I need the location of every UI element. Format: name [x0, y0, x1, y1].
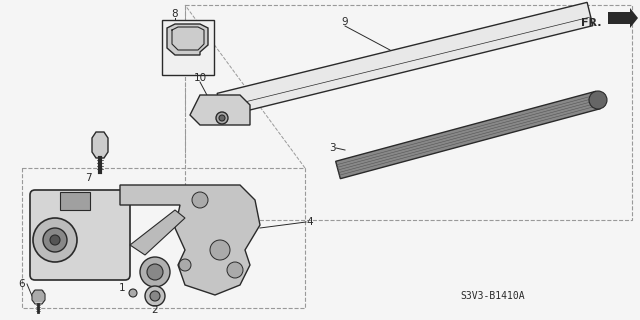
Text: 10: 10: [193, 73, 207, 83]
Bar: [162, 20, 214, 75]
Polygon shape: [120, 185, 260, 295]
Polygon shape: [217, 2, 593, 117]
Text: 9: 9: [342, 17, 348, 27]
Bar: [60, 192, 90, 210]
Text: 8: 8: [172, 9, 179, 19]
Polygon shape: [190, 95, 250, 125]
Circle shape: [33, 218, 77, 262]
Polygon shape: [608, 8, 638, 28]
Circle shape: [147, 264, 163, 280]
Circle shape: [50, 235, 60, 245]
Circle shape: [179, 259, 191, 271]
Text: 2: 2: [152, 305, 158, 315]
Polygon shape: [335, 91, 600, 179]
Polygon shape: [92, 132, 108, 158]
Circle shape: [43, 228, 67, 252]
Text: 3: 3: [329, 143, 335, 153]
Circle shape: [210, 240, 230, 260]
Circle shape: [150, 291, 160, 301]
Text: FR.: FR.: [581, 18, 602, 28]
Text: 7: 7: [84, 173, 92, 183]
Circle shape: [129, 289, 137, 297]
Circle shape: [227, 262, 243, 278]
Polygon shape: [167, 24, 208, 55]
Text: 1: 1: [118, 283, 125, 293]
Polygon shape: [130, 210, 185, 255]
Circle shape: [145, 286, 165, 306]
Circle shape: [589, 91, 607, 109]
Text: 4: 4: [307, 217, 314, 227]
Polygon shape: [32, 290, 45, 304]
Circle shape: [219, 115, 225, 121]
FancyBboxPatch shape: [30, 190, 130, 280]
Text: S3V3-B1410A: S3V3-B1410A: [460, 291, 525, 301]
Circle shape: [192, 192, 208, 208]
Circle shape: [140, 257, 170, 287]
Text: 6: 6: [19, 279, 26, 289]
Circle shape: [216, 112, 228, 124]
